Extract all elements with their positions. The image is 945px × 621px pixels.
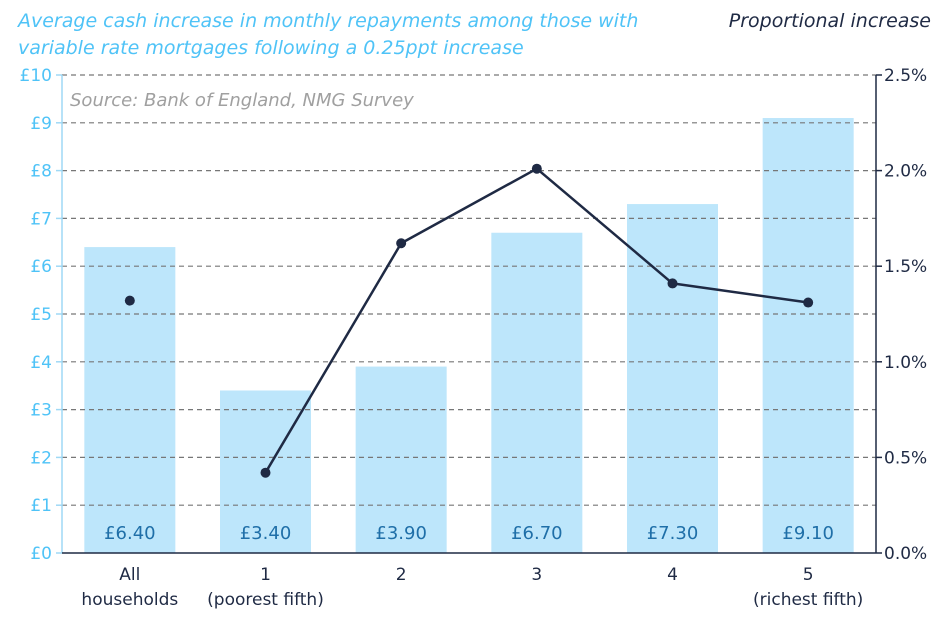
y-right-tick-label-4: 2.0% — [884, 162, 927, 182]
line-point-0 — [124, 295, 135, 306]
y-right-tick-label-0: 0.0% — [884, 544, 927, 564]
x-tick-label-4-0: 4 — [667, 565, 678, 585]
bar-value-label-0: £6.40 — [104, 523, 156, 544]
line-point-3 — [531, 163, 542, 174]
bar-3 — [491, 232, 583, 554]
chart-source-note: Source: Bank of England, NMG Survey — [70, 90, 414, 111]
bar-value-label-4: £7.30 — [647, 523, 699, 544]
bar-value-label-5: £9.10 — [782, 523, 834, 544]
line-point-4 — [667, 278, 678, 289]
bar-2 — [355, 366, 447, 553]
x-tick-label-0-1: households — [81, 590, 178, 610]
bar-0 — [84, 247, 176, 553]
x-tick-label-5-0: 5 — [803, 565, 814, 585]
y-left-tick-label-7: £7 — [30, 209, 52, 229]
y-right-tick-label-3: 1.5% — [884, 257, 927, 277]
x-tick-label-2-0: 2 — [396, 565, 407, 585]
y-left-tick-label-4: £4 — [30, 353, 52, 373]
bar-value-label-1: £3.40 — [240, 523, 292, 544]
bar-value-label-3: £6.70 — [511, 523, 563, 544]
x-tick-label-1-1: (poorest fifth) — [207, 590, 324, 610]
y-left-tick-label-8: £8 — [30, 162, 52, 182]
chart-title-right: Proportional increase — [728, 10, 931, 32]
y-right-tick-label-1: 0.5% — [884, 448, 927, 468]
line-point-1 — [260, 467, 271, 478]
x-tick-label-0-0: All — [119, 565, 140, 585]
x-tick-label-5-1: (richest fifth) — [753, 590, 863, 610]
y-left-tick-label-1: £1 — [30, 496, 52, 516]
bar-5 — [762, 118, 854, 554]
y-left-tick-label-5: £5 — [30, 305, 52, 325]
y-left-tick-label-6: £6 — [30, 257, 52, 277]
y-left-tick-label-2: £2 — [30, 448, 52, 468]
y-left-tick-label-9: £9 — [30, 114, 52, 134]
y-right-tick-label-2: 1.0% — [884, 353, 927, 373]
bar-4 — [627, 204, 718, 553]
y-left-tick-label-3: £3 — [30, 401, 52, 421]
y-left-tick-label-0: £0 — [30, 544, 52, 564]
x-tick-label-1-0: 1 — [260, 565, 271, 585]
bar-value-label-2: £3.90 — [375, 523, 427, 544]
x-tick-label-3-0: 3 — [531, 565, 542, 585]
y-right-tick-label-5: 2.5% — [884, 66, 927, 86]
line-point-2 — [396, 238, 407, 249]
chart-title-left: Average cash increase in monthly repayme… — [18, 10, 639, 59]
y-left-tick-label-10: £10 — [20, 66, 52, 86]
line-point-5 — [803, 297, 814, 308]
